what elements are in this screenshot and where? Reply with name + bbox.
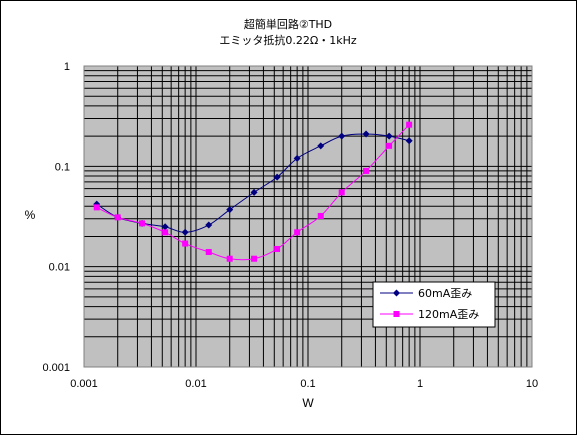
data-point-square [205, 249, 212, 256]
data-point-square [406, 121, 413, 128]
data-point-diamond [317, 142, 325, 150]
legend-label-120ma: 120mA歪み [418, 308, 479, 321]
grid [83, 66, 532, 368]
data-point-square [251, 255, 258, 262]
legend-label-60ma: 60mA歪み [418, 287, 472, 300]
data-point-square [294, 229, 301, 236]
data-point-diamond [226, 206, 234, 214]
data-point-square [114, 214, 121, 221]
data-point-diamond [293, 154, 301, 162]
data-point-square [139, 220, 146, 227]
x-axis-label: W [302, 396, 314, 410]
data-point-diamond [362, 130, 370, 138]
x-tick-label: 0.1 [300, 378, 315, 390]
y-tick-label: 0.1 [55, 161, 70, 173]
data-point-diamond [250, 188, 258, 196]
data-point-square [363, 167, 370, 174]
y-tick-label: 0.001 [42, 362, 70, 374]
legend-box [372, 281, 496, 328]
data-point-square [182, 240, 189, 247]
tick-labels: 0.001 0.01 0.1 1 10 0.001 0.01 0.1 1 [42, 61, 538, 390]
data-point-diamond [273, 173, 281, 181]
data-point-diamond [205, 221, 213, 229]
series-layer [93, 121, 413, 262]
data-point-square [386, 142, 393, 149]
data-point-square [226, 255, 233, 262]
data-point-square [162, 229, 169, 236]
data-point-square [274, 245, 281, 252]
data-point-diamond [338, 132, 346, 140]
y-tick-label: 1 [64, 61, 70, 73]
data-point-diamond [181, 228, 189, 236]
legend-marker-60ma [393, 289, 400, 297]
legend-marker-120ma [393, 311, 400, 317]
legend: 60mA歪み 120mA歪み [372, 281, 496, 328]
x-tick-label: 0.01 [185, 378, 206, 390]
data-point-square [93, 204, 100, 211]
data-point-diamond [405, 137, 413, 145]
data-point-square [317, 212, 324, 219]
chart-title: 超簡単回路②THD [244, 17, 332, 31]
data-point-square [338, 189, 345, 196]
y-axis-label: % [25, 208, 36, 222]
chart-subtitle: エミッタ抵抗0.22Ω・1kHz [219, 33, 357, 47]
plot-border [83, 65, 533, 368]
series-1 [93, 121, 413, 262]
data-point-diamond [161, 223, 169, 231]
x-tick-label: 0.001 [70, 378, 98, 390]
y-tick-label: 0.01 [49, 262, 70, 274]
data-point-diamond [385, 132, 393, 140]
x-tick-label: 1 [417, 378, 423, 390]
x-tick-label: 10 [526, 378, 538, 390]
